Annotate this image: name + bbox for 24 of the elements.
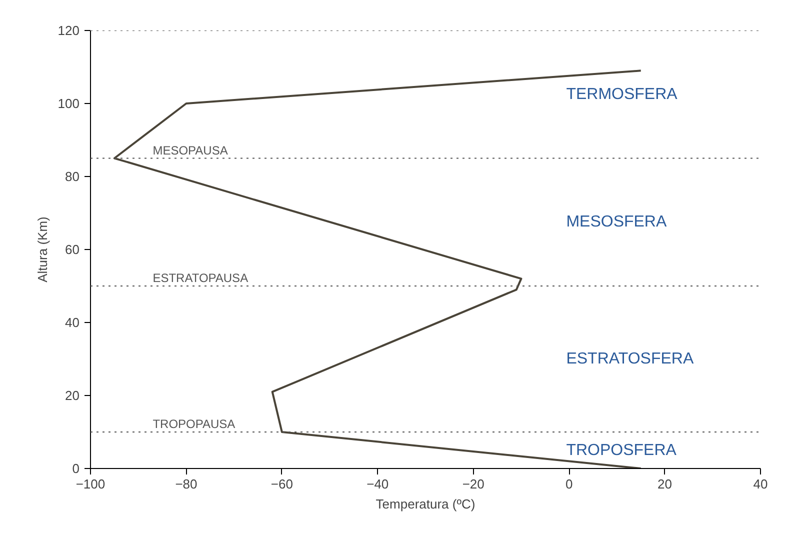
x-tick-label: −20 (462, 476, 484, 492)
y-tick-label: 0 (72, 461, 80, 476)
y-tick-label: 100 (58, 96, 80, 111)
x-tick-label: 40 (753, 476, 768, 492)
annotation: TERMOSFERA (566, 86, 678, 103)
ref-line-label: ESTRATOPAUSA (152, 271, 248, 285)
annotation: MESOSFERA (566, 214, 667, 231)
x-tick-label: 0 (565, 476, 573, 492)
x-tick-label: −100 (76, 476, 106, 492)
ref-line-label: TROPOPAUSA (152, 417, 236, 431)
annotation: TROPOSFERA (566, 442, 677, 459)
ref-line-label: MESOPAUSA (152, 143, 228, 158)
y-tick-label: 80 (65, 169, 80, 184)
annotation: ESTRATOSFERA (566, 350, 694, 368)
x-tick-label: −60 (270, 476, 293, 492)
y-tick-label: 60 (65, 242, 80, 257)
x-tick-label: 20 (658, 476, 672, 492)
y-tick-label: 20 (65, 388, 80, 403)
y-tick-label: 120 (58, 23, 80, 38)
y-axis-title: Altura (Km) (34, 216, 50, 282)
x-axis-title: Temperatura (ºC) (376, 496, 476, 512)
x-tick-label: −80 (175, 476, 198, 492)
x-tick-label: −40 (366, 476, 389, 492)
y-tick-label: 40 (65, 315, 80, 330)
